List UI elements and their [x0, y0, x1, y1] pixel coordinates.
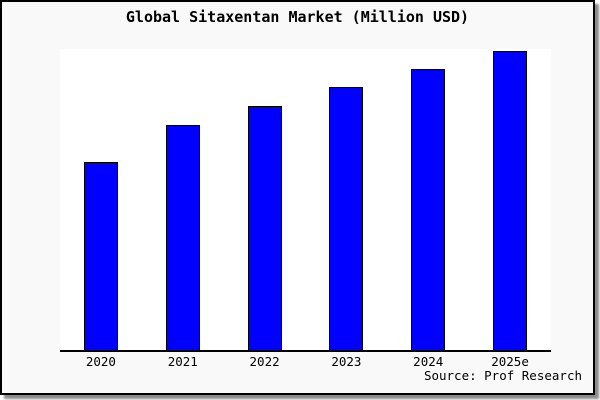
- chart-frame: Global Sitaxentan Market (Million USD) 2…: [0, 0, 595, 395]
- chart-title: Global Sitaxentan Market (Million USD): [125, 8, 470, 26]
- bars-group: [60, 49, 551, 350]
- source-credit: Source: Prof Research: [423, 368, 582, 383]
- bar-slot-2022: [224, 49, 306, 350]
- x-tick-label-2025e: 2025e: [491, 354, 529, 369]
- bar-2023: [329, 87, 364, 350]
- bar-slot-2025e: [469, 49, 551, 350]
- bar-slot-2023: [305, 49, 387, 350]
- bar-2025e: [493, 50, 528, 350]
- plot-area: [60, 49, 551, 352]
- x-tick-label-2022: 2022: [249, 354, 280, 369]
- x-tick-label-2024: 2024: [413, 354, 444, 369]
- bar-2021: [165, 124, 200, 350]
- bar-2020: [83, 161, 118, 350]
- bar-2024: [411, 69, 446, 350]
- x-tick-label-2021: 2021: [167, 354, 198, 369]
- x-tick-label-2020: 2020: [85, 354, 116, 369]
- bar-slot-2020: [60, 49, 142, 350]
- bar-slot-2021: [142, 49, 224, 350]
- x-axis-tick-labels: 2020 2021 2022 2023 2024 2025e: [60, 354, 551, 370]
- x-tick-label-2023: 2023: [331, 354, 362, 369]
- bar-slot-2024: [387, 49, 469, 350]
- bar-2022: [247, 105, 282, 350]
